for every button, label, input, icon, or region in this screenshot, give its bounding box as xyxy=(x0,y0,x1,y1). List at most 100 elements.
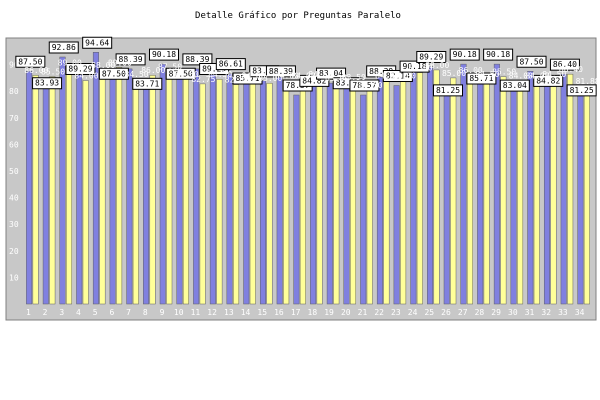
x-tick-label-33: 33 xyxy=(558,308,568,317)
data-label-box-series1-2 xyxy=(32,77,63,90)
bar-series1-13 xyxy=(226,73,233,305)
bar-series1-7 xyxy=(126,68,133,305)
bar-series2-21 xyxy=(366,89,373,305)
bar-series1-3 xyxy=(59,56,66,305)
bar-series1-20 xyxy=(343,80,350,305)
data-label-series2-16: 84.00 xyxy=(275,72,299,81)
bar-series1-32 xyxy=(543,78,550,305)
data-label-series1-3: 92.86 xyxy=(52,43,76,52)
data-label-box-series1-7 xyxy=(115,53,146,66)
x-tick-label-27: 27 xyxy=(458,308,468,317)
data-label-series2-28: 84.50 xyxy=(475,70,499,79)
x-tick-label-19: 19 xyxy=(324,308,334,317)
x-tick-label-20: 20 xyxy=(341,308,351,317)
x-tick-label-6: 6 xyxy=(109,308,114,317)
bar-series2-28 xyxy=(483,78,490,305)
data-label-box-series1-19 xyxy=(316,67,347,80)
x-tick-label-21: 21 xyxy=(358,308,368,317)
data-label-box-series1-16 xyxy=(265,65,296,78)
bar-series2-9 xyxy=(166,71,173,305)
bar-series2-20 xyxy=(350,81,357,305)
bar-series2-24 xyxy=(416,72,423,305)
data-label-series2-5: 88.00 xyxy=(91,61,115,70)
data-label-series2-19: 83.00 xyxy=(325,74,349,83)
bar-series2-10 xyxy=(182,78,189,305)
bar-series2-30 xyxy=(517,80,524,305)
data-label-series1-19: 83.04 xyxy=(319,69,343,78)
x-tick-label-25: 25 xyxy=(424,308,434,317)
data-label-series1-8: 83.71 xyxy=(135,79,159,88)
data-label-series1-26: 81.25 xyxy=(436,86,460,95)
bar-series1-23 xyxy=(393,85,400,305)
x-tick-label-8: 8 xyxy=(143,308,148,317)
bar-series1-21 xyxy=(360,94,367,305)
x-tick-label-29: 29 xyxy=(491,308,501,317)
y-tick-label-60: 60 xyxy=(9,140,19,149)
bar-series2-31 xyxy=(533,80,540,305)
data-label-series1-13: 86.61 xyxy=(219,60,243,69)
data-label-series1-34: 81.25 xyxy=(570,86,594,95)
bar-series2-12 xyxy=(216,78,223,305)
bar-series2-14 xyxy=(249,80,256,305)
bar-series1-26 xyxy=(443,87,450,305)
data-label-series2-12: 84.50 xyxy=(208,70,232,79)
data-label-box-series1-10 xyxy=(165,67,196,80)
data-label-series2-7: 84.50 xyxy=(125,70,149,79)
x-tick-label-3: 3 xyxy=(59,308,64,317)
data-label-box-series1-9 xyxy=(149,48,179,61)
data-label-box-series1-18 xyxy=(299,74,330,87)
data-label-box-series1-32 xyxy=(533,74,564,87)
x-tick-label-28: 28 xyxy=(475,308,485,317)
data-label-series1-33: 86.40 xyxy=(553,60,577,69)
x-tick-label-13: 13 xyxy=(224,308,234,317)
x-tick-label-22: 22 xyxy=(374,308,384,317)
y-tick-label-50: 50 xyxy=(9,167,19,176)
bar-series1-4 xyxy=(76,66,83,305)
chart-title: Detalle Gráfico por Preguntas Paralelo xyxy=(195,11,401,21)
bar-series2-33 xyxy=(567,73,574,305)
bar-series1-28 xyxy=(477,75,484,305)
data-label-series2-18: 84.50 xyxy=(308,70,332,79)
bar-series2-22 xyxy=(383,80,390,305)
data-label-series2-34: 81.88 xyxy=(576,77,600,86)
x-tick-label-11: 11 xyxy=(191,308,201,317)
data-label-box-series1-8 xyxy=(132,77,163,90)
bar-series1-27 xyxy=(460,63,467,305)
data-label-box-series1-13 xyxy=(215,58,246,71)
data-label-series1-12: 89.29 xyxy=(202,64,226,73)
data-label-series1-6: 87.50 xyxy=(102,69,126,78)
bar-series1-25 xyxy=(427,66,434,305)
data-label-series2-27: 86.00 xyxy=(459,66,483,75)
data-label-series2-24: 87.00 xyxy=(409,64,433,73)
y-tick-label-20: 20 xyxy=(9,247,19,256)
data-label-box-series1-33 xyxy=(549,58,580,71)
bar-series2-2 xyxy=(49,76,56,305)
data-label-series1-24: 90.18 xyxy=(403,62,427,71)
bar-series2-3 xyxy=(66,67,73,305)
data-label-series1-20: 83.93 xyxy=(336,79,360,88)
data-label-series2-30: 84.00 xyxy=(509,72,533,81)
data-label-series1-30: 83.04 xyxy=(503,81,527,90)
bar-series1-24 xyxy=(410,63,417,305)
bar-series1-30 xyxy=(510,82,517,305)
bar-series1-19 xyxy=(326,82,333,305)
data-label-box-series1-26 xyxy=(433,84,463,97)
bar-series1-17 xyxy=(293,94,300,305)
data-label-series2-22: 84.00 xyxy=(375,72,399,81)
y-tick-label-10: 10 xyxy=(9,273,19,282)
data-label-series2-32: 84.50 xyxy=(542,70,566,79)
data-label-series2-23: 84.00 xyxy=(392,72,416,81)
data-label-series2-3: 89.00 xyxy=(58,58,82,67)
bar-series1-6 xyxy=(109,71,116,305)
data-label-series1-32: 84.82 xyxy=(536,76,560,85)
data-label-series2-15: 83.00 xyxy=(258,74,282,83)
data-label-series2-2: 85.50 xyxy=(41,68,65,77)
bar-series2-26 xyxy=(450,77,457,305)
data-label-series2-17: 84.00 xyxy=(292,72,316,81)
data-label-series2-31: 84.00 xyxy=(525,72,549,81)
bar-series1-22 xyxy=(376,68,383,305)
data-label-box-series1-14 xyxy=(232,72,263,85)
data-label-series2-21: 80.50 xyxy=(358,81,382,90)
x-tick-label-1: 1 xyxy=(26,308,31,317)
